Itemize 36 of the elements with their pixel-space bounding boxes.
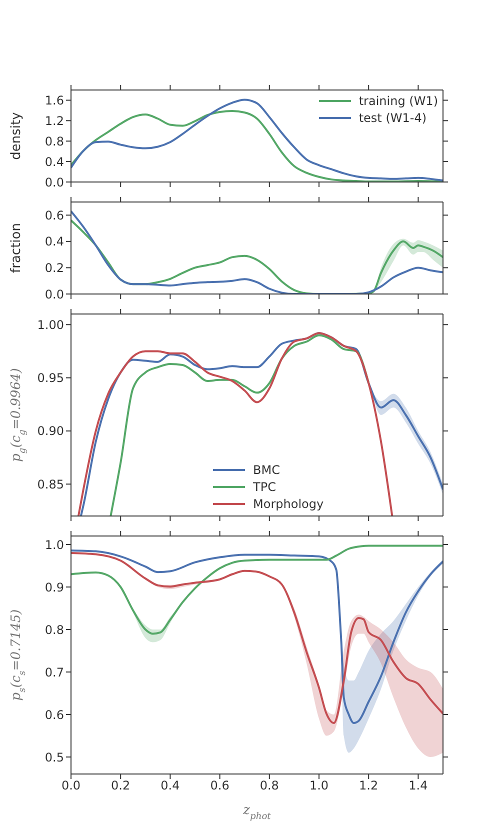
y-tick-label: 0.8	[44, 622, 64, 637]
y-tick-label: 1.6	[44, 93, 64, 108]
y-tick-label: 0.0	[44, 287, 64, 302]
y-tick-label: 1.00	[37, 318, 64, 332]
y-tick-label: 0.4	[44, 234, 64, 249]
y-tick-label: 0.0	[44, 175, 64, 190]
x-tick-label: 0.6	[210, 778, 230, 793]
y-tick-label: 0.85	[37, 477, 64, 492]
y-axis-title: fraction	[9, 223, 24, 273]
x-tick-label: 1.2	[359, 778, 378, 793]
legend-label: TPC	[253, 480, 276, 494]
y-tick-label: 0.2	[44, 260, 64, 275]
x-tick-label: 0.8	[260, 778, 279, 793]
y-tick-label: 0.90	[37, 424, 64, 438]
legend-label: BMC	[253, 462, 280, 476]
x-tick-label: 1.4	[408, 778, 428, 793]
x-tick-label: 0.4	[160, 778, 180, 793]
y-tick-label: 0.95	[37, 371, 64, 386]
y-tick-label: 1.2	[44, 114, 64, 128]
y-tick-label: 0.6	[44, 208, 64, 222]
y-tick-label: 0.4	[44, 154, 64, 169]
x-tick-label: 1.0	[309, 778, 329, 793]
y-tick-label: 0.9	[44, 580, 64, 594]
y-axis-title: density	[9, 112, 24, 160]
y-tick-label: 0.8	[44, 134, 64, 148]
legend-label: test (W1-4)	[358, 110, 427, 124]
legend-label: Morphology	[253, 496, 324, 510]
line-series	[110, 334, 370, 516]
x-tick-label: 0.2	[111, 778, 130, 793]
x-axis-title: z$_{phot}$	[242, 803, 272, 822]
y-tick-label: 0.6	[44, 708, 64, 722]
y-tick-label: 1.0	[44, 538, 64, 552]
y-tick-label: 0.5	[44, 750, 64, 764]
x-tick-label: 0.0	[61, 778, 81, 793]
y-tick-label: 0.7	[44, 665, 64, 680]
legend-label: training (W1)	[358, 94, 438, 108]
